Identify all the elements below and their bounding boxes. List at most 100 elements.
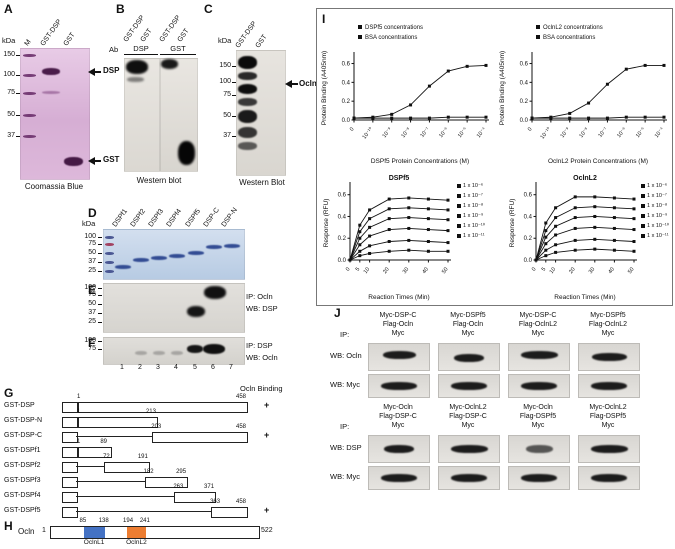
data-point-marker	[612, 216, 616, 220]
lane-label: GST	[176, 27, 191, 44]
data-point-marker	[544, 242, 548, 246]
construct-label: Myc-OclnL2	[589, 404, 627, 411]
legend-label: 1 x 10⁻¹¹	[463, 233, 485, 239]
data-point-marker	[409, 103, 413, 107]
series-line	[354, 116, 486, 119]
data-point-marker	[426, 240, 430, 243]
y-tick-label: 0.6	[524, 193, 533, 199]
domain-oclnl1	[83, 527, 105, 538]
data-point-marker	[465, 64, 469, 68]
legend-item: 1 x 10⁻⁸	[457, 202, 485, 210]
wb-row-label: WB: Ocln	[330, 351, 362, 360]
binding-curve-dspf5: 0.0 0.2 0.4 0.6 0 10⁻¹⁰ 10⁻⁹ 10⁻⁸ 10⁻⁷ 10⁻⁶ 10⁻⁵ 10…	[318, 20, 492, 166]
series-line	[353, 64, 487, 119]
data-point-marker	[446, 229, 450, 233]
legend-marker	[457, 224, 461, 228]
data-point-marker	[484, 115, 488, 119]
panel-h-label: H	[4, 519, 13, 533]
data-point-marker	[624, 115, 628, 119]
construct-label: Flag-DSPf5	[519, 413, 557, 420]
kinetics-chart-dspf5-svg: 0.0 0.2 0.4 0.6 0 5 10 20 30 40 50 Reaction Times (…	[323, 175, 451, 301]
protein-band	[238, 72, 257, 80]
x-tick-label: 10⁻⁹	[559, 126, 572, 139]
kda-tick	[16, 93, 20, 94]
legend-item: 1 x 10⁻⁷	[641, 192, 669, 200]
data-point-marker	[387, 228, 391, 232]
legend-item: 1 x 10⁻¹¹	[457, 232, 485, 240]
construct-name: GST-DSP-N	[4, 417, 43, 424]
panel-e-ip-label: IP: Ocln	[246, 292, 273, 301]
construct-name: GST-DSPf2	[4, 462, 41, 469]
x-tick-label: 10⁻⁹	[381, 126, 394, 139]
construct-label: Flag-DSPf5	[589, 413, 627, 420]
protein-band	[23, 114, 36, 117]
chart-title: OclnL2	[573, 175, 597, 182]
coip-blot-image	[368, 435, 430, 463]
kda-marker: 37	[7, 132, 15, 139]
data-point-marker	[368, 217, 372, 221]
data-point-marker	[358, 236, 362, 240]
data-point-marker	[387, 207, 391, 211]
construct-label: Flag-Ocln	[382, 321, 414, 328]
x-tick-label: 20	[382, 267, 390, 276]
x-tick-label: 10⁻⁸	[400, 126, 413, 139]
data-point-marker	[446, 208, 450, 212]
construct-bar	[78, 417, 158, 428]
binding-result: +	[264, 400, 270, 410]
kda-tick	[98, 262, 102, 263]
lane-number: 2	[138, 364, 142, 371]
kda-marker: 25	[88, 267, 96, 274]
data-point-marker	[348, 258, 352, 262]
start-residue: 1	[77, 439, 81, 445]
wb-row-label: WB: DSP	[330, 443, 362, 452]
y-axis-label: Response (RFU)	[509, 199, 516, 248]
start-residue: 182	[143, 469, 154, 475]
panel-d-kda-title: kDa	[82, 219, 96, 228]
protein-band	[590, 445, 628, 453]
ocln-binding-header: Ocln Binding	[240, 384, 283, 393]
series-line	[349, 239, 449, 261]
protein-band	[115, 265, 131, 269]
panel-b-label: B	[116, 2, 125, 16]
connector-line	[76, 466, 105, 467]
y-tick-label: 0.2	[338, 236, 347, 242]
kda-tick	[16, 115, 20, 116]
end-residue: 458	[236, 424, 247, 430]
x-tick-label: 10⁻⁸	[578, 126, 591, 139]
data-point-marker	[554, 224, 558, 228]
data-point-marker	[368, 244, 372, 248]
gst-band-arrow-line	[93, 160, 101, 162]
protein-band	[105, 261, 114, 264]
kda-tick	[98, 313, 102, 314]
legend-marker	[641, 214, 645, 218]
legend-item: 1 x 10⁻¹⁰	[457, 222, 485, 230]
construct-name: GST-DSPf1	[4, 447, 41, 454]
x-tick-label: 0	[531, 267, 538, 273]
x-tick-label: 10⁻⁴	[653, 125, 666, 139]
data-point-marker	[593, 237, 597, 241]
dsp-arrow-label: DSP	[103, 66, 120, 75]
y-tick-label: 0.2	[520, 99, 529, 105]
y-axis-label: Response (RFU)	[323, 199, 330, 248]
construct-bar	[78, 402, 248, 413]
end-residue: 89	[100, 439, 108, 445]
legend-label: 1 x 10⁻⁷	[647, 193, 667, 199]
connector-line	[76, 511, 212, 512]
domain-label: OclnL2	[126, 539, 147, 546]
data-point-marker	[612, 196, 616, 200]
protein-band	[161, 59, 178, 69]
coip-blot-image	[368, 466, 430, 490]
data-point-marker	[427, 116, 431, 120]
western-blot-dsp-image	[124, 58, 160, 172]
connector-line	[76, 496, 175, 497]
data-point-marker	[358, 230, 362, 234]
panel-i-box	[316, 8, 673, 306]
protein-band	[203, 344, 225, 354]
legend-item: 1 x 10⁻⁹	[641, 212, 669, 220]
data-point-marker	[446, 249, 450, 253]
legend-marker	[457, 194, 461, 198]
end-residue: 191	[137, 454, 148, 460]
legend-label: 1 x 10⁻⁹	[463, 213, 484, 219]
end-residue: 295	[176, 469, 187, 475]
